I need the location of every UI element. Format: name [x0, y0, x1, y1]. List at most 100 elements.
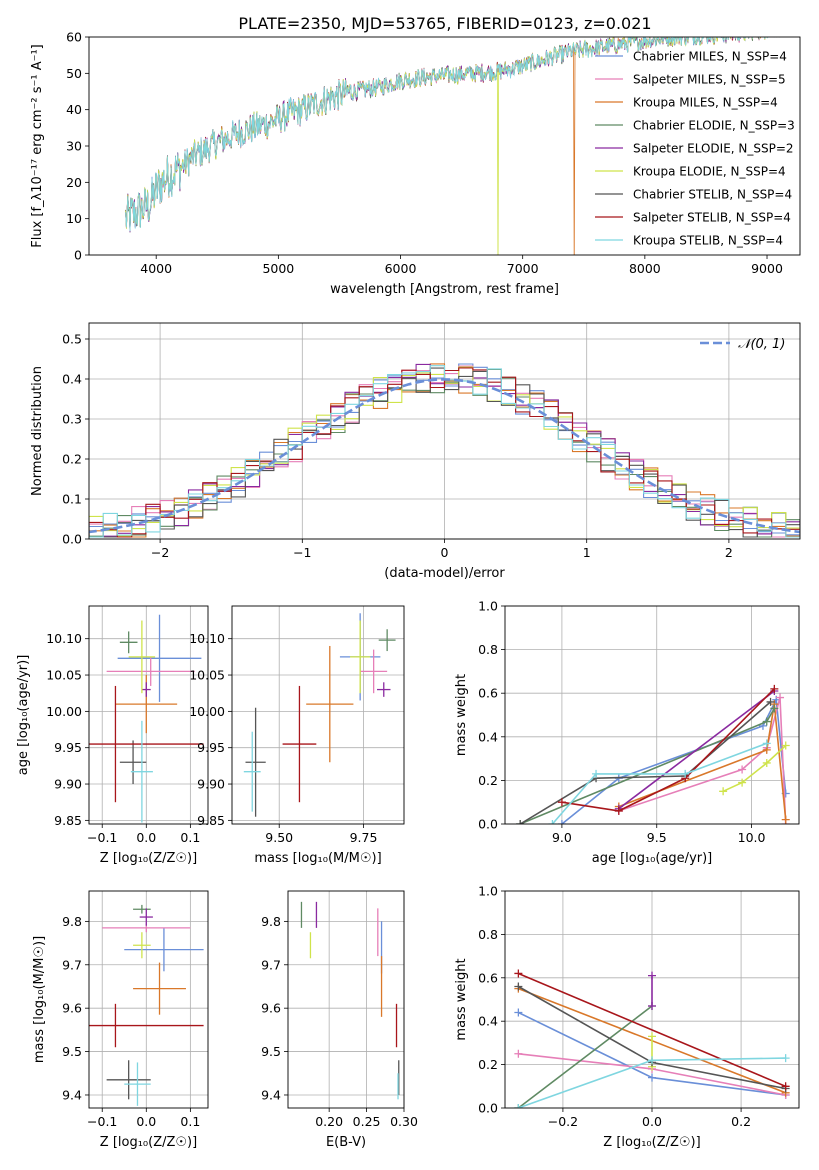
y-tick-label: 9.8 — [261, 914, 281, 929]
x-tick-label: 0.1 — [180, 830, 200, 845]
plot-frame — [88, 890, 209, 1109]
y-tick-label: 0.2 — [478, 1057, 498, 1072]
x-tick-label: 6000 — [385, 261, 417, 276]
y-tick-label: 10.10 — [46, 631, 82, 646]
y-tick-label: 50 — [66, 66, 82, 81]
x-tick-label: 0.0 — [136, 830, 156, 845]
plot-frame — [88, 605, 209, 825]
weight-marker — [614, 806, 623, 815]
weight-marker — [781, 1054, 790, 1063]
weight-marker — [514, 1049, 523, 1058]
y-tick-label: 0.5 — [62, 332, 82, 347]
y-tick-label: 9.6 — [261, 1001, 281, 1016]
weight-marker — [766, 697, 775, 706]
massweight-vs-metallicity-panel: −0.2 0.0 0.2 0.0 0.2 0.4 0.6 0.8 1.0 Z [log₁₀(Z/Z… — [454, 884, 800, 1150]
y-tick-label: 10.00 — [189, 704, 225, 719]
x-tick-label: −0.1 — [87, 830, 117, 845]
weight-marker — [762, 758, 771, 767]
y-axis-label: mass [log₁₀(M/M☉)] — [32, 936, 47, 1063]
y-tick-label: 0.6 — [478, 970, 498, 985]
spectrum-panel: 4000 5000 6000 7000 8000 9000 0 10 20 30 40 50 60 wav… — [30, 30, 801, 297]
y-tick-label: 9.95 — [197, 740, 225, 755]
y-tick-label: 9.5 — [261, 1044, 281, 1059]
y-tick-label: 9.4 — [261, 1087, 281, 1102]
legend-label: Kroupa ELODIE, N_SSP=4 — [633, 165, 786, 179]
y-tick-label: 0.4 — [62, 372, 82, 387]
x-axis-label: wavelength [Angstrom, rest frame] — [330, 282, 559, 297]
y-tick-label: 0.3 — [62, 412, 82, 427]
spectrum-line-kroupa-stelib — [125, 37, 780, 232]
x-tick-label: −0.2 — [548, 1114, 578, 1129]
x-tick-label: 0.20 — [315, 1114, 343, 1129]
legend-label: Kroupa MILES, N_SSP=4 — [633, 96, 778, 110]
plot-area — [89, 904, 204, 1106]
weight-marker — [557, 820, 566, 824]
legend-label: 𝒩(0, 1) — [738, 337, 785, 352]
y-tick-label: 9.85 — [54, 813, 82, 828]
y-tick-label: 0.0 — [478, 1101, 498, 1116]
x-tick-label: 0.25 — [353, 1114, 381, 1129]
x-tick-label: 9.75 — [350, 830, 378, 845]
weight-marker — [738, 778, 747, 787]
y-tick-label: 9.7 — [62, 957, 82, 972]
y-tick-label: 1.0 — [478, 884, 498, 899]
y-tick-label: 9.8 — [62, 914, 82, 929]
plot-area — [514, 969, 790, 1108]
x-tick-label: 9.5 — [647, 830, 667, 845]
plot-area — [125, 37, 781, 255]
x-tick-label: 9.50 — [265, 830, 293, 845]
y-tick-label: 10.05 — [46, 668, 82, 683]
x-tick-label: 5000 — [262, 261, 294, 276]
plot-frame — [88, 36, 801, 256]
y-tick-label: 10.00 — [46, 704, 82, 719]
age-vs-mass-panel: 9.50 9.75 9.85 9.90 9.95 10.00 10.05 10.10 mass … — [189, 605, 405, 866]
x-tick-label: −1 — [293, 545, 311, 560]
weight-line-chabrier-elodie — [517, 1005, 653, 1108]
x-tick-label: 7000 — [507, 261, 539, 276]
x-axis-label: E(B-V) — [326, 1135, 366, 1150]
x-axis-label: age [log₁₀(age/yr)] — [592, 851, 713, 866]
weight-marker — [781, 815, 790, 824]
y-tick-label: 20 — [66, 175, 82, 190]
plot-frame — [504, 890, 800, 1109]
x-tick-label: 0.0 — [642, 1114, 662, 1129]
weight-marker — [762, 717, 771, 726]
weight-line-kroupa-miles — [618, 703, 787, 820]
x-tick-label: 0.30 — [390, 1114, 418, 1129]
legend-label: Chabrier STELIB, N_SSP=4 — [633, 188, 792, 202]
plot-area — [89, 614, 204, 823]
y-tick-label: 9.90 — [197, 777, 225, 792]
y-tick-label: 60 — [66, 30, 82, 45]
weight-line-kroupa-stelib — [551, 742, 768, 824]
y-tick-label: 0 — [74, 248, 82, 263]
weight-marker — [592, 769, 601, 778]
weight-line-chabrier-stelib — [519, 701, 772, 824]
massweight-vs-age-panel: 9.0 9.5 10.0 0.0 0.2 0.4 0.6 0.8 1.0 age [log₁₀(a… — [454, 599, 800, 866]
plot-frame — [504, 605, 800, 825]
x-tick-label: 10.0 — [738, 830, 766, 845]
x-axis-label: mass [log₁₀(M/M☉)] — [254, 851, 381, 866]
x-tick-label: 9000 — [751, 261, 783, 276]
weight-line-salpeter-stelib — [518, 972, 786, 1088]
weight-marker — [781, 741, 790, 750]
x-axis-label: (data-model)/error — [384, 566, 505, 581]
x-tick-label: 0 — [441, 545, 449, 560]
x-tick-label: 1 — [583, 545, 591, 560]
weight-marker — [776, 693, 785, 702]
x-tick-label: 4000 — [140, 261, 172, 276]
weight-marker — [514, 969, 523, 978]
plot-area — [89, 363, 800, 538]
x-tick-label: −2 — [151, 545, 169, 560]
y-tick-label: 0.1 — [62, 492, 82, 507]
y-tick-label: 9.6 — [62, 1001, 82, 1016]
x-tick-label: 0.2 — [731, 1114, 751, 1129]
weight-marker — [770, 704, 779, 713]
histogram-series-kroupa-stelib — [89, 365, 800, 538]
residual-histogram-panel: −2 −1 0 1 2 0.0 0.1 0.2 0.3 0.4 0.5 (data-model)/er… — [30, 322, 801, 581]
y-tick-label: 0.2 — [62, 452, 82, 467]
weight-marker — [648, 1073, 656, 1082]
y-axis-label: Normed distribution — [30, 366, 45, 496]
weight-marker — [781, 1082, 790, 1091]
legend-label: Salpeter STELIB, N_SSP=4 — [633, 211, 791, 225]
